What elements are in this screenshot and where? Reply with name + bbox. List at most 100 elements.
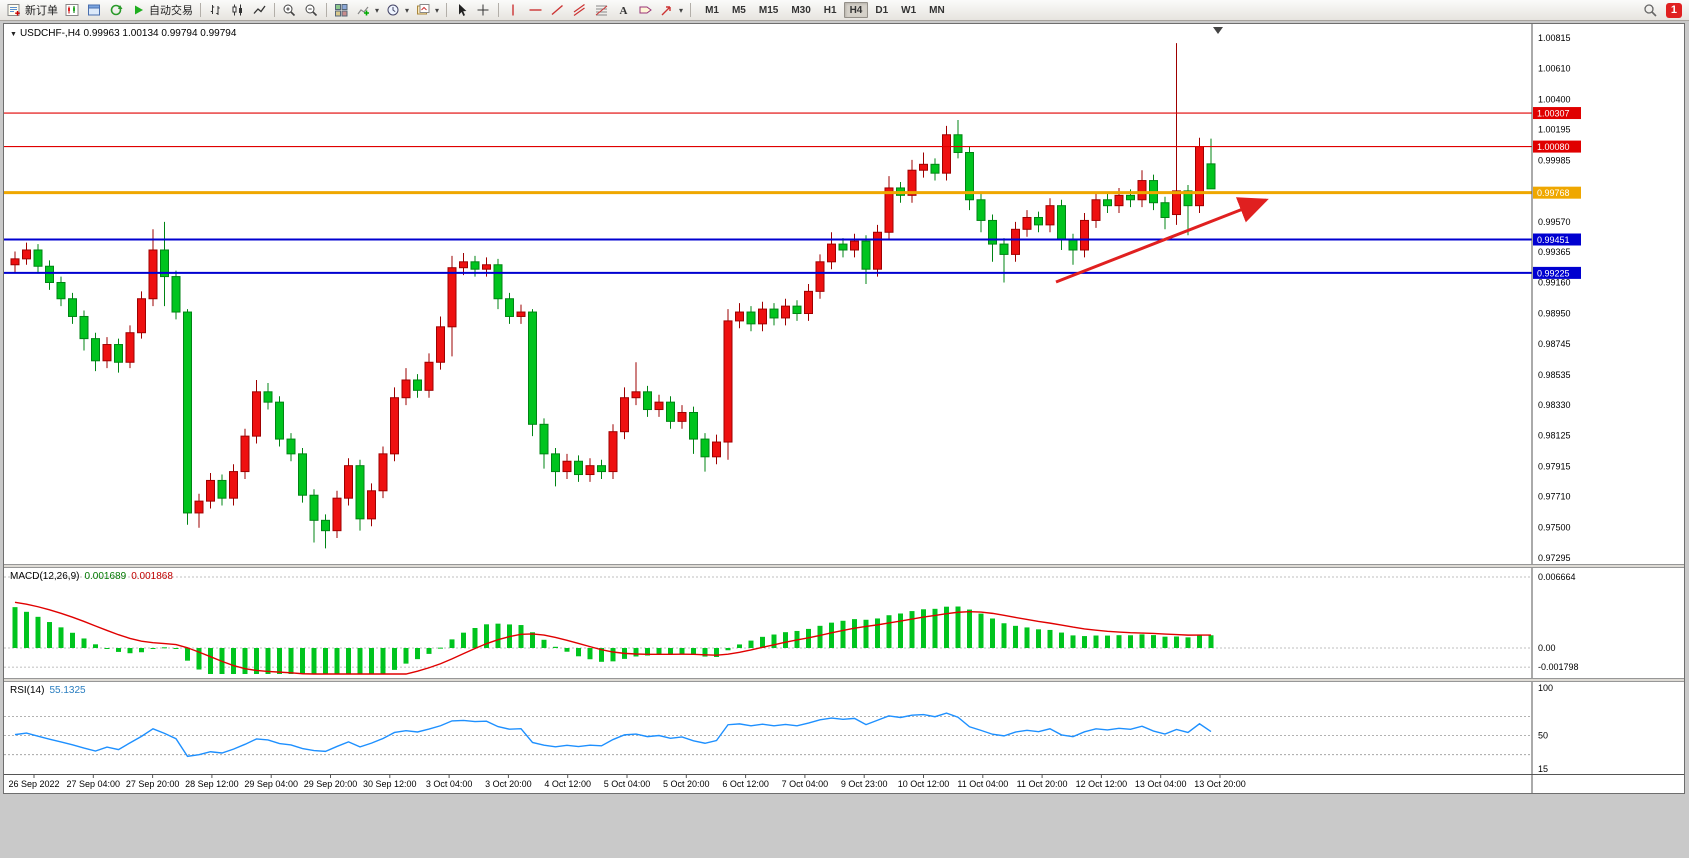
crosshair-tool-button[interactable] (473, 1, 494, 19)
new-order-label: 新订单 (25, 5, 58, 17)
candlestick-mode-button[interactable] (227, 1, 248, 19)
chart-ohlc-values: 0.99963 1.00134 0.99794 0.99794 (83, 28, 237, 39)
svg-text:3 Oct 04:00: 3 Oct 04:00 (426, 779, 473, 789)
line-chart-mode-button[interactable] (249, 1, 270, 19)
text-tool-button[interactable]: A (613, 1, 634, 19)
toolbar-separator (326, 3, 327, 17)
arrow-shapes-icon (660, 3, 675, 17)
tile-windows-button[interactable] (331, 1, 352, 19)
svg-text:1.00195: 1.00195 (1538, 125, 1571, 135)
svg-text:0.99570: 0.99570 (1538, 217, 1571, 227)
svg-text:28 Sep 12:00: 28 Sep 12:00 (185, 779, 239, 789)
bar-chart-mode-button[interactable] (205, 1, 226, 19)
level-price-tag (1533, 140, 1581, 153)
trendline-tool-button[interactable] (547, 1, 568, 19)
svg-text:0.97710: 0.97710 (1538, 492, 1571, 502)
svg-text:0.006664: 0.006664 (1538, 572, 1576, 582)
svg-text:0.99451: 0.99451 (1537, 235, 1570, 245)
main-toolbar: 新订单 自动交易 ▾ ▾ ▾ (0, 0, 1689, 21)
trend-arrow-annotation[interactable] (1055, 197, 1269, 284)
chevron-down-icon: ▾ (679, 5, 684, 15)
new-order-button[interactable]: 新订单 (4, 1, 61, 19)
horizontal-line-icon (528, 3, 543, 17)
svg-text:4 Oct 12:00: 4 Oct 12:00 (544, 779, 591, 789)
svg-text:29 Sep 04:00: 29 Sep 04:00 (244, 779, 298, 789)
level-price-tag (1533, 107, 1581, 120)
vertical-line-tool-button[interactable] (503, 1, 524, 19)
horizontal-line-tool-button[interactable] (525, 1, 546, 19)
chart-title: ▼ USDCHF-,H4 0.99963 1.00134 0.99794 0.997… (10, 28, 239, 39)
fibonacci-tool-button[interactable] (591, 1, 612, 19)
chart-window: 1.00815 1.00610 1.00400 1.00195 0.99985 0.995… (3, 23, 1685, 794)
symbol-dropdown-icon[interactable]: ▼ (10, 31, 17, 38)
time-axis[interactable]: 26 Sep 2022 27 Sep 04:00 27 Sep 20:00 28 Se… (4, 774, 1684, 793)
text-icon: A (616, 3, 631, 17)
svg-text:1.00610: 1.00610 (1538, 63, 1571, 73)
timeframe-button-mn[interactable]: MN (929, 5, 945, 16)
svg-text:10 Oct 12:00: 10 Oct 12:00 (898, 779, 950, 789)
channel-tool-button[interactable] (569, 1, 590, 19)
timeframe-button-m5[interactable]: M5 (731, 5, 746, 16)
panel-splitter[interactable] (4, 564, 1684, 568)
svg-text:5 Oct 20:00: 5 Oct 20:00 (663, 779, 710, 789)
timeframe-button-m15[interactable]: M15 (758, 5, 779, 16)
ohlc-bars-icon (208, 3, 223, 17)
toolbar-separator (274, 3, 275, 17)
macd-signal-value: 0.001868 (131, 571, 173, 582)
channel-icon (572, 3, 587, 17)
profiles-button[interactable] (84, 1, 105, 19)
zoom-in-icon (282, 3, 297, 17)
chevron-down-icon: ▾ (405, 5, 410, 15)
line-chart-icon (252, 3, 267, 17)
rsi-indicator-panel[interactable]: 100 50 15 (4, 682, 1684, 774)
level-price-tag (1533, 266, 1581, 279)
timeframe-button-h1[interactable]: H1 (823, 5, 837, 16)
cursor-tool-button[interactable] (451, 1, 472, 19)
new-chart-button[interactable] (62, 1, 83, 19)
zoom-out-button[interactable] (301, 1, 322, 19)
timeframe-button-h4[interactable]: H4 (843, 2, 869, 18)
chart-symbol-period: USDCHF-,H4 (19, 28, 81, 39)
main-price-chart[interactable]: 1.00815 1.00610 1.00400 1.00195 0.99985 0.995… (4, 24, 1684, 564)
svg-text:27 Sep 20:00: 27 Sep 20:00 (126, 779, 180, 789)
trendline-icon (550, 3, 565, 17)
candlestick-icon (230, 3, 245, 17)
macd-histogram (12, 606, 1214, 674)
svg-text:15: 15 (1538, 764, 1548, 774)
notification-badge[interactable]: 1 (1665, 2, 1682, 18)
svg-text:0.99225: 0.99225 (1537, 268, 1570, 278)
search-icon[interactable] (1643, 3, 1658, 17)
svg-text:0.99160: 0.99160 (1538, 277, 1571, 287)
zoom-in-button[interactable] (279, 1, 300, 19)
indicators-button[interactable]: ▾ (353, 1, 382, 19)
shapes-tool-button[interactable]: ▾ (657, 1, 686, 19)
cursor-icon (454, 3, 469, 17)
svg-text:6 Oct 12:00: 6 Oct 12:00 (722, 779, 769, 789)
crosshair-icon (476, 3, 491, 17)
svg-text:0.00: 0.00 (1538, 643, 1556, 653)
svg-text:3 Oct 20:00: 3 Oct 20:00 (485, 779, 532, 789)
svg-text:12 Oct 12:00: 12 Oct 12:00 (1076, 779, 1128, 789)
auto-trading-button[interactable]: 自动交易 (128, 1, 196, 19)
svg-text:1.00400: 1.00400 (1538, 94, 1571, 104)
refresh-button[interactable] (106, 1, 127, 19)
periods-button[interactable]: ▾ (383, 1, 412, 19)
macd-label: MACD(12,26,9) (10, 571, 80, 582)
toolbar-separator (446, 3, 448, 17)
templates-button[interactable]: ▾ (413, 1, 442, 19)
timeframe-button-m1[interactable]: M1 (705, 5, 719, 16)
timeframe-button-m30[interactable]: M30 (791, 5, 811, 16)
new-chart-icon (65, 3, 80, 17)
svg-text:0.99768: 0.99768 (1537, 188, 1570, 198)
svg-text:0.97500: 0.97500 (1538, 523, 1571, 533)
label-tool-button[interactable] (635, 1, 656, 19)
macd-indicator-panel[interactable]: 0.006664 0.00 -0.001798 (4, 568, 1684, 678)
vertical-line-icon (506, 3, 521, 17)
toolbar-separator (200, 3, 201, 17)
panel-splitter[interactable] (4, 678, 1684, 682)
timeframe-button-d1[interactable]: D1 (875, 5, 889, 16)
timeframe-button-w1[interactable]: W1 (901, 5, 917, 16)
chevron-down-icon: ▾ (435, 5, 440, 15)
price-axis-labels: 1.00815 1.00610 1.00400 1.00195 0.99985 0.995… (1538, 33, 1571, 563)
macd-signal-line (14, 601, 1212, 675)
